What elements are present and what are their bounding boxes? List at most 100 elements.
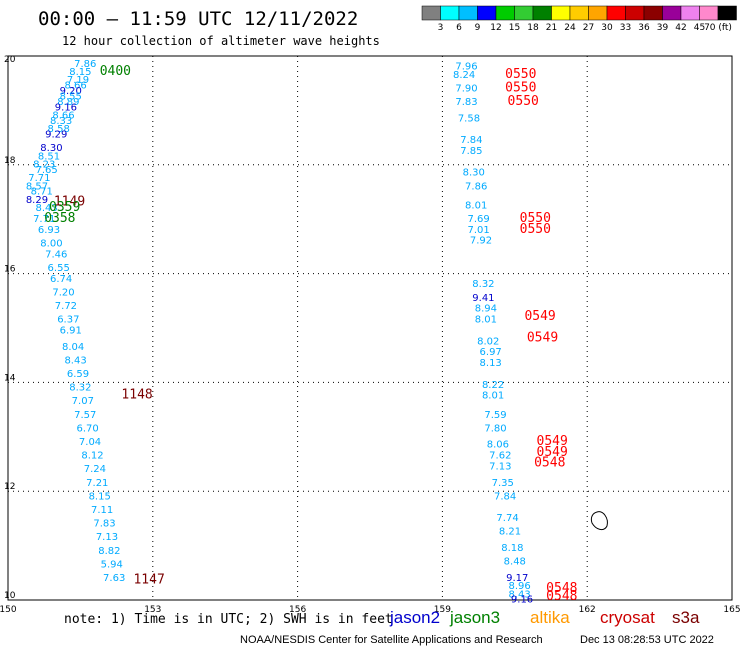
time-label: 1149 xyxy=(54,195,85,210)
wave-height-label: 8.89 xyxy=(57,97,79,108)
time-label: 0549 xyxy=(537,445,568,460)
wave-height-label: 8.01 xyxy=(482,391,504,402)
time-label: 0550 xyxy=(508,94,539,109)
wave-height-label: 8.43 xyxy=(64,355,86,366)
wave-height-label: 7.62 xyxy=(489,451,511,462)
colorbar-swatch xyxy=(625,5,645,21)
x-tick-label: 159 xyxy=(434,605,451,615)
wave-height-label: 7.13 xyxy=(96,532,118,543)
legend-altika: altika xyxy=(530,608,570,627)
wave-height-label: 9.20 xyxy=(60,86,82,97)
colorbar-label: 33 xyxy=(620,23,631,33)
wave-height-label: 7.92 xyxy=(470,236,492,247)
colorbar-label: 9 xyxy=(475,23,481,33)
wave-height-label: 9.29 xyxy=(45,130,67,141)
colorbar-label: 70 (ft) xyxy=(704,23,732,33)
wave-height-label: 8.00 xyxy=(40,238,62,249)
chart-subtitle: 12 hour collection of altimeter wave hei… xyxy=(62,34,380,48)
wave-height-label: 7.13 xyxy=(489,461,511,472)
colorbar-label: 18 xyxy=(527,23,539,33)
colorbar-swatch xyxy=(551,5,571,21)
wave-height-label: 7.65 xyxy=(35,165,57,176)
legend-cryosat: cryosat xyxy=(600,608,655,627)
footer-note: note: 1) Time is in UTC; 2) SWH is in fe… xyxy=(64,612,393,627)
colorbar-label: 30 xyxy=(601,23,613,33)
wave-height-label: 7.21 xyxy=(86,478,108,489)
wave-height-label: 8.30 xyxy=(463,168,485,179)
footer-timestamp: Dec 13 08:28:53 UTC 2022 xyxy=(580,634,714,646)
wave-height-label: 7.83 xyxy=(455,97,477,108)
wave-height-label: 7.84 xyxy=(460,135,482,146)
time-label: 0550 xyxy=(505,67,536,82)
x-tick-label: 156 xyxy=(289,605,306,615)
colorbar-label: 27 xyxy=(583,23,594,33)
wave-height-label: 7.74 xyxy=(496,513,518,524)
wave-height-label: 6.74 xyxy=(50,274,72,285)
time-label: 0550 xyxy=(520,222,551,237)
colorbar-swatch xyxy=(477,5,497,21)
wave-height-label: 6.97 xyxy=(480,347,502,358)
wave-height-label: 7.83 xyxy=(93,519,115,530)
wave-height-label: 7.04 xyxy=(79,437,101,448)
time-label: 1148 xyxy=(121,388,152,403)
wave-height-label: 7.46 xyxy=(45,249,67,260)
wave-height-label: 7.07 xyxy=(72,396,94,407)
colorbar-label: 15 xyxy=(509,23,520,33)
wave-height-label: 8.66 xyxy=(64,81,86,92)
wave-height-label: 8.02 xyxy=(477,336,499,347)
wave-height-label: 7.19 xyxy=(67,75,89,86)
time-label: 0549 xyxy=(524,309,555,324)
wave-height-label: 8.01 xyxy=(465,200,487,211)
time-label: 0400 xyxy=(100,64,131,79)
wave-height-label: 7.63 xyxy=(103,573,125,584)
wave-height-label: 7.59 xyxy=(484,410,506,421)
wave-height-label: 8.22 xyxy=(482,380,504,391)
time-label: 0358 xyxy=(44,211,75,226)
x-tick-label: 162 xyxy=(579,605,596,615)
wave-height-label: 8.15 xyxy=(69,67,91,78)
colorbar-swatch xyxy=(717,5,737,21)
wave-height-label: 7.69 xyxy=(467,214,489,225)
chart-title: 00:00 – 11:59 UTC 12/11/2022 xyxy=(38,8,359,30)
colorbar-label: 45 xyxy=(694,23,705,33)
wave-height-label: 8.04 xyxy=(62,342,84,353)
wave-height-label: 7.71 xyxy=(33,214,55,225)
wave-height-label: 9.41 xyxy=(472,293,494,304)
wave-height-label: 7.71 xyxy=(28,173,50,184)
wave-height-label: 6.91 xyxy=(60,325,82,336)
time-label: 0548 xyxy=(534,456,565,471)
wave-height-label: 8.06 xyxy=(487,440,509,451)
wave-height-label: 8.32 xyxy=(472,279,494,290)
plot-frame xyxy=(7,55,733,601)
wave-height-label: 6.70 xyxy=(77,423,99,434)
wave-height-label: 7.85 xyxy=(460,146,482,157)
legend-jason2: jason2 xyxy=(390,608,441,627)
time-label: 0549 xyxy=(537,434,568,449)
colorbar-label: 42 xyxy=(675,23,686,33)
wave-height-label: 8.51 xyxy=(38,151,60,162)
wave-height-label: 8.58 xyxy=(48,124,70,135)
wave-height-label: 7.11 xyxy=(91,505,113,516)
colorbar-label: 6 xyxy=(456,23,462,33)
colorbar-label: 36 xyxy=(638,23,650,33)
y-tick-label: 18 xyxy=(4,156,16,166)
wave-height-label: 5.94 xyxy=(101,559,123,570)
wave-height-label: 7.96 xyxy=(455,62,477,73)
wave-height-label: 8.33 xyxy=(50,116,72,127)
y-tick-label: 14 xyxy=(4,373,16,383)
time-label: 0548 xyxy=(546,589,577,604)
wave-height-label: 6.55 xyxy=(48,263,70,274)
colorbar-swatch xyxy=(699,5,719,21)
wave-height-label: 8.71 xyxy=(31,187,53,198)
colorbar-label: 12 xyxy=(490,23,501,33)
time-label: 1147 xyxy=(133,573,164,588)
y-tick-label: 12 xyxy=(4,482,15,492)
wave-height-label: 8.21 xyxy=(499,527,521,538)
wave-height-label: 8.01 xyxy=(475,315,497,326)
colorbar-swatch xyxy=(606,5,626,21)
wave-height-label: 7.58 xyxy=(458,113,480,124)
colorbar-swatch xyxy=(662,5,682,21)
wave-height-label: 9.16 xyxy=(511,595,533,606)
wave-height-label: 7.72 xyxy=(55,301,77,312)
